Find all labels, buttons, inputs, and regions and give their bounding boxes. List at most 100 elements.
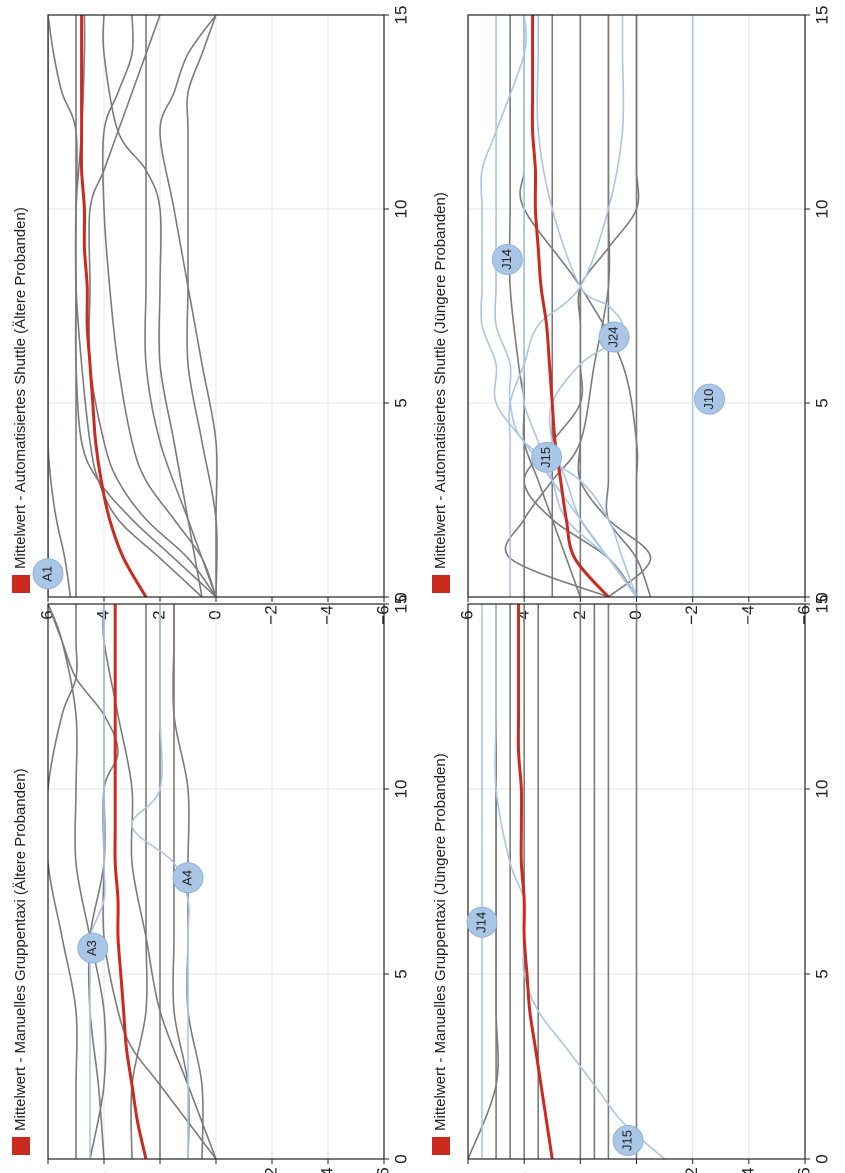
series-line bbox=[131, 604, 190, 1159]
chart-title: Mittelwert - Manuelles Gruppentaxi (Jüng… bbox=[432, 753, 449, 1131]
x-tick-label: 10 bbox=[391, 780, 410, 799]
label-badge bbox=[172, 862, 204, 894]
x-tick-label: 15 bbox=[812, 595, 831, 614]
y-tick-label: −6 bbox=[373, 1167, 392, 1173]
label-text: J24 bbox=[605, 327, 620, 348]
chart-title: Mittelwert - Automatisiertes Shuttle (Jü… bbox=[432, 192, 449, 569]
series-line bbox=[480, 15, 638, 597]
label-badge bbox=[491, 243, 523, 275]
x-tick-label: 10 bbox=[391, 200, 410, 219]
y-tick-label: −4 bbox=[738, 1167, 757, 1173]
x-tick-label: 15 bbox=[391, 595, 410, 614]
legend-swatch bbox=[432, 1137, 450, 1155]
series-line bbox=[48, 15, 78, 597]
y-tick-label: −6 bbox=[794, 605, 813, 624]
series-line bbox=[494, 15, 638, 597]
y-tick-label: 2 bbox=[570, 610, 589, 619]
y-tick-label: −6 bbox=[794, 1167, 813, 1173]
mean-line bbox=[516, 604, 554, 1159]
label-text: A4 bbox=[179, 870, 194, 886]
label-badge bbox=[466, 906, 498, 938]
label-text: A3 bbox=[84, 940, 99, 956]
chart-panel-4: 6 4 2 0 −2 −4 −6 0 5 10 15 Mittelwert - Manuelles G… bbox=[432, 595, 832, 1173]
x-tick-label: 5 bbox=[812, 969, 831, 978]
y-tick-label: 0 bbox=[205, 610, 224, 619]
label-text: J14 bbox=[473, 912, 488, 933]
label-text: J14 bbox=[499, 249, 514, 270]
series-line bbox=[577, 15, 652, 597]
legend-swatch bbox=[432, 575, 450, 593]
label-badge bbox=[77, 932, 109, 964]
series-line bbox=[48, 15, 72, 597]
label-badge bbox=[32, 558, 64, 590]
chart-title: Mittelwert - Automatisiertes Shuttle (Äl… bbox=[12, 207, 29, 569]
y-tick-label: −4 bbox=[738, 605, 757, 624]
label-badge bbox=[531, 441, 563, 473]
series-line bbox=[88, 15, 217, 597]
series-label: J14 bbox=[491, 243, 523, 275]
series-line bbox=[74, 15, 203, 597]
legend-swatch bbox=[12, 575, 30, 593]
series-label: A4 bbox=[172, 862, 204, 894]
series-line bbox=[504, 15, 611, 597]
mean-line bbox=[79, 15, 148, 597]
series-group bbox=[468, 15, 694, 597]
series-line bbox=[508, 15, 625, 597]
series-line bbox=[101, 15, 217, 597]
label-text: A1 bbox=[39, 566, 54, 582]
series-line bbox=[508, 15, 582, 597]
series-label: J10 bbox=[694, 383, 726, 415]
y-tick-label: 6 bbox=[37, 610, 56, 619]
x-tick-label: 15 bbox=[391, 6, 410, 25]
label-text: J15 bbox=[620, 1130, 635, 1151]
series-label: A1 bbox=[32, 558, 64, 590]
y-tick-label: −2 bbox=[682, 605, 701, 624]
label-badge bbox=[694, 383, 726, 415]
series-label: J15 bbox=[612, 1125, 644, 1156]
series-group bbox=[48, 604, 217, 1159]
x-tick-label: 0 bbox=[391, 592, 410, 601]
x-tick-label: 0 bbox=[812, 592, 831, 601]
y-tick-label: −2 bbox=[261, 1167, 280, 1173]
y-tick-label: 4 bbox=[514, 610, 533, 619]
y-tick-label: 2 bbox=[149, 610, 168, 619]
series-label: A3 bbox=[77, 932, 109, 964]
chart-panel-3: 6 4 2 0 −2 −4 −6 0 5 10 15 Mittelwert - Automatisie… bbox=[432, 6, 832, 625]
series-line bbox=[48, 604, 107, 1159]
series-line bbox=[605, 15, 652, 597]
series-line bbox=[48, 604, 78, 1159]
x-tick-label: 0 bbox=[812, 1154, 831, 1163]
series-line bbox=[87, 604, 106, 1159]
y-tick-label: 0 bbox=[626, 610, 645, 619]
x-tick-label: 5 bbox=[812, 398, 831, 407]
x-tick-label: 10 bbox=[812, 780, 831, 799]
series-label: J14 bbox=[466, 906, 498, 938]
legend-swatch bbox=[12, 1137, 30, 1155]
chart-title: Mittelwert - Manuelles Gruppentaxi (Älte… bbox=[12, 768, 29, 1131]
series-line bbox=[102, 15, 203, 597]
series-label: J24 bbox=[598, 321, 630, 353]
x-tick-label: 15 bbox=[812, 6, 831, 25]
label-text: J10 bbox=[701, 389, 716, 410]
series-line bbox=[523, 15, 640, 597]
label-badge bbox=[598, 321, 630, 353]
label-badge bbox=[612, 1125, 644, 1156]
series-label: J15 bbox=[531, 441, 563, 473]
y-tick-label: 6 bbox=[457, 610, 476, 619]
y-tick-label: −2 bbox=[261, 605, 280, 624]
y-tick-label: −4 bbox=[317, 605, 336, 624]
x-tick-label: 0 bbox=[391, 1154, 410, 1163]
y-tick-label: −2 bbox=[682, 1167, 701, 1173]
label-text: J15 bbox=[538, 447, 553, 468]
series-group bbox=[468, 604, 666, 1159]
mean-line bbox=[530, 15, 610, 597]
series-group bbox=[48, 15, 218, 597]
series-line bbox=[88, 604, 106, 1159]
y-tick-label: −4 bbox=[317, 1167, 336, 1173]
series-line bbox=[186, 15, 218, 597]
y-tick-label: −6 bbox=[373, 605, 392, 624]
x-tick-label: 5 bbox=[391, 398, 410, 407]
